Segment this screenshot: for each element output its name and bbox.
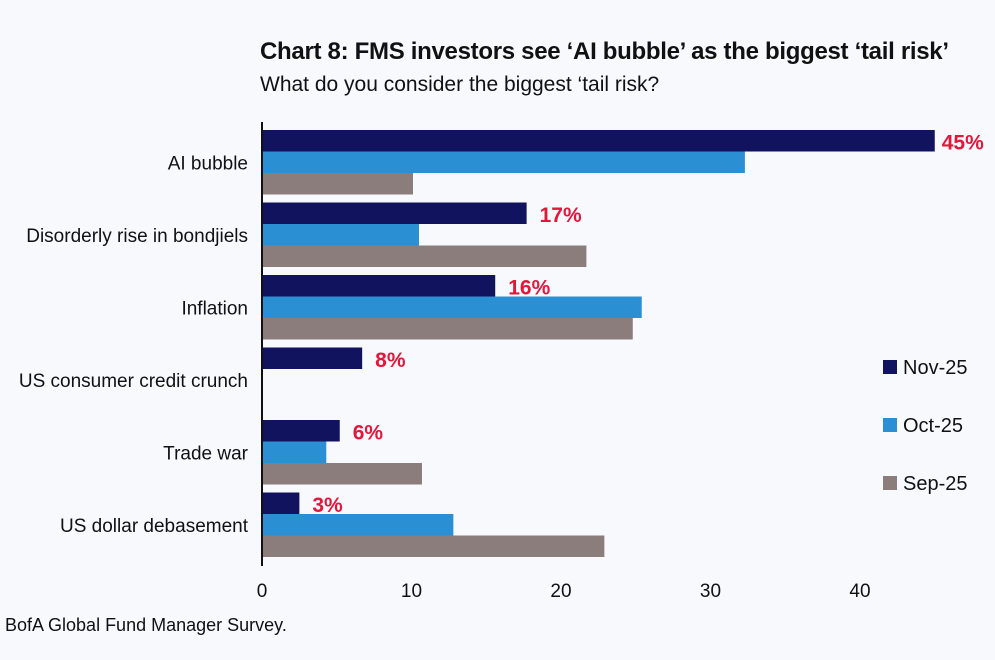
legend-label: Oct-25 <box>903 415 963 437</box>
bar-sep-25 <box>262 463 422 485</box>
bar-oct-25 <box>262 441 327 463</box>
data-label: 6% <box>353 422 384 445</box>
bar-sep-25 <box>262 173 413 195</box>
bar-oct-25 <box>262 296 642 318</box>
x-tick-label: 30 <box>700 581 721 602</box>
bar-nov-25 <box>262 347 363 369</box>
bar-nov-25 <box>262 130 935 152</box>
category-label: AI bubble <box>168 153 248 174</box>
x-tick-label: 10 <box>401 581 422 602</box>
bar-sep-25 <box>262 535 605 557</box>
legend-swatch <box>883 476 897 490</box>
category-label: Trade war <box>163 443 248 464</box>
legend-label: Nov-25 <box>903 357 967 379</box>
data-label: 45% <box>942 132 984 155</box>
x-tick-label: 0 <box>257 581 268 602</box>
bar-nov-25 <box>262 202 527 224</box>
source-note: BofA Global Fund Manager Survey. <box>5 615 287 635</box>
category-label: Inflation <box>181 298 248 319</box>
bar-nov-25 <box>262 420 340 442</box>
bar-oct-25 <box>262 151 745 173</box>
bar-nov-25 <box>262 492 300 514</box>
category-label: Disorderly rise in bondjiels <box>26 226 248 247</box>
legend-swatch <box>883 360 897 374</box>
category-label: US consumer credit crunch <box>19 371 248 392</box>
data-label: 16% <box>508 277 550 300</box>
bar-sep-25 <box>262 318 633 340</box>
bar-sep-25 <box>262 245 587 267</box>
bar-oct-25 <box>262 514 454 536</box>
legend-swatch <box>883 418 897 432</box>
bar-oct-25 <box>262 224 419 246</box>
chart-title: Chart 8: FMS investors see ‘AI bubble’ a… <box>260 38 949 65</box>
chart-subtitle: What do you consider the biggest ‘tail r… <box>260 73 660 96</box>
category-label: US dollar debasement <box>60 516 249 537</box>
x-tick-label: 40 <box>849 581 870 602</box>
bar-nov-25 <box>262 275 496 297</box>
data-label: 8% <box>375 349 406 372</box>
data-label: 17% <box>540 204 582 227</box>
data-label: 3% <box>312 494 343 517</box>
x-tick-label: 20 <box>550 581 571 602</box>
legend-label: Sep-25 <box>903 473 968 495</box>
